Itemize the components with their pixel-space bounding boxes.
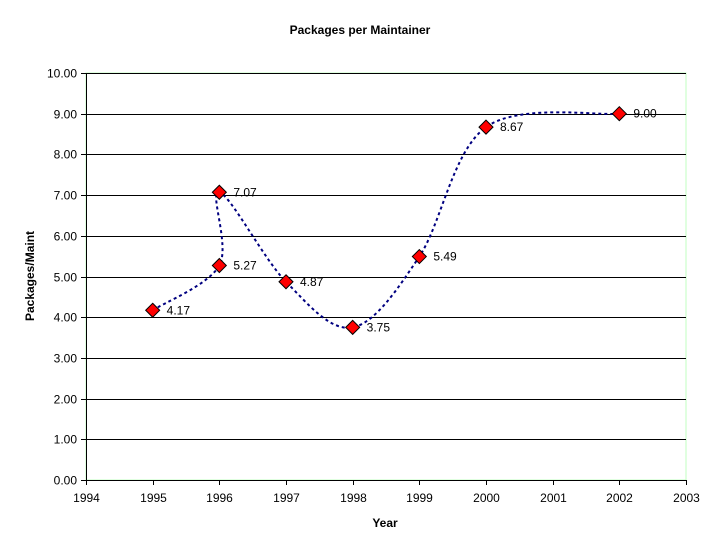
y-tick-label: 6.00 [54, 230, 78, 244]
x-tick-label: 2000 [473, 491, 500, 505]
plot-area [85, 72, 687, 481]
x-tick-label: 2002 [606, 491, 633, 505]
data-point [411, 248, 428, 265]
data-point [611, 105, 628, 122]
x-axis-title: Year [372, 516, 398, 530]
data-label: 5.27 [233, 259, 257, 273]
data-point [278, 274, 294, 290]
data-label: 9.00 [633, 107, 657, 121]
y-axis-title: Packages/Maint [23, 231, 37, 321]
y-tick-label: 0.00 [54, 474, 78, 488]
x-tick-label: 1994 [73, 491, 100, 505]
data-label: 3.75 [367, 320, 391, 334]
y-tick-label: 5.00 [54, 271, 78, 285]
grid-lines [86, 73, 686, 440]
y-tick-label: 10.00 [47, 67, 77, 81]
x-tick-label: 1995 [140, 491, 167, 505]
y-tick-label: 1.00 [54, 433, 78, 447]
data-label: 4.17 [167, 303, 191, 317]
x-tick-label: 1998 [340, 491, 367, 505]
plot-border [85, 72, 687, 481]
x-tick-label: 1996 [206, 491, 233, 505]
chart-title: Packages per Maintainer [290, 23, 431, 37]
y-tick-labels: 0.00 1.00 2.00 3.00 4.00 5.00 6.00 7.00 8.00 9.00… [47, 67, 77, 488]
y-tick-label: 9.00 [54, 108, 78, 122]
series-line [152, 111, 620, 329]
data-point [144, 302, 161, 318]
x-tick-label: 1999 [406, 491, 433, 505]
data-label: 7.07 [233, 185, 257, 199]
series-path [152, 111, 620, 329]
x-tick-label: 1997 [273, 491, 300, 505]
y-tick-label: 8.00 [54, 148, 78, 162]
x-tick-label: 2001 [540, 491, 567, 505]
data-labels: 4.17 5.27 7.07 4.87 3.75 5.49 8.67 9.00 [167, 107, 657, 335]
data-label: 4.87 [300, 275, 324, 289]
data-point [344, 319, 361, 336]
data-point [478, 119, 494, 135]
data-label: 8.67 [500, 120, 524, 134]
y-tick-label: 7.00 [54, 189, 78, 203]
x-tick-labels: 1994 1995 1996 1997 1998 1999 2000 2001 2002 2003 [73, 491, 700, 505]
data-label: 5.49 [433, 250, 457, 264]
x-tick-label: 2003 [673, 491, 700, 505]
y-tick-label: 3.00 [54, 352, 78, 366]
y-tick-label: 4.00 [54, 311, 78, 325]
data-point [211, 184, 228, 200]
axes [81, 73, 687, 485]
data-markers [144, 105, 628, 336]
data-point [211, 257, 228, 274]
y-tick-label: 2.00 [54, 393, 78, 407]
